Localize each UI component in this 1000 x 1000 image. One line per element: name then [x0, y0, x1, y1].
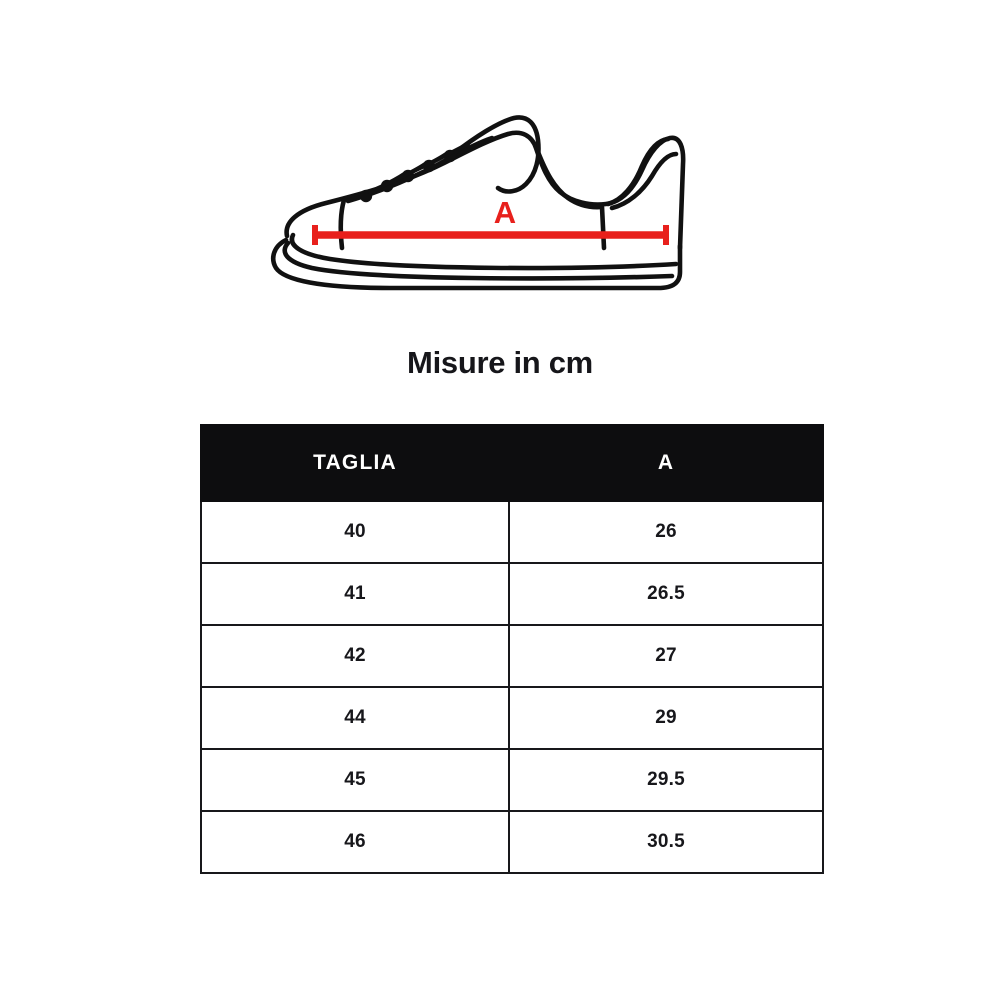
cell-a: 29	[508, 686, 824, 750]
quarter-panel-seam	[535, 149, 607, 251]
lace-strands	[368, 142, 470, 194]
shoe-upper-outline	[284, 130, 686, 251]
table-row: 40 26	[200, 500, 824, 564]
cell-a: 30.5	[508, 810, 824, 874]
cell-taglia: 46	[200, 810, 510, 874]
column-header-taglia: TAGLIA	[200, 424, 510, 502]
measure-label-a: A	[494, 195, 516, 230]
column-header-a: A	[508, 424, 824, 502]
size-chart-table: TAGLIA A 40 26 41 26.5 42 27 44 29 45	[200, 424, 824, 874]
lace-panel-band	[345, 135, 495, 204]
cell-a: 27	[508, 624, 824, 688]
table-row: 45 29.5	[200, 748, 824, 812]
measure-line-a-group	[312, 225, 669, 245]
heel-collar-outline	[605, 136, 671, 207]
cell-a: 29.5	[508, 748, 824, 812]
sole-outline	[271, 237, 683, 291]
midsole-line-1	[282, 240, 675, 281]
table-row: 46 30.5	[200, 810, 824, 874]
heel-counter-seam	[609, 151, 679, 211]
cell-taglia: 45	[200, 748, 510, 812]
cell-a: 26	[508, 500, 824, 564]
table-row: 44 29	[200, 686, 824, 750]
table-header: TAGLIA A	[200, 424, 824, 502]
shoe-outline-group	[271, 232, 683, 291]
page-title: Misure in cm	[407, 345, 593, 380]
table-row: 41 26.5	[200, 562, 824, 626]
table-row: 42 27	[200, 624, 824, 688]
table-body: 40 26 41 26.5 42 27 44 29 45 29.5 46 30.…	[200, 500, 824, 874]
table-header-row: TAGLIA A	[200, 424, 824, 502]
tongue-outline	[453, 115, 541, 194]
sneaker-illustration: A	[260, 100, 740, 310]
cell-taglia: 42	[200, 624, 510, 688]
cell-a: 26.5	[508, 562, 824, 626]
toe-cap-seam	[338, 197, 347, 251]
midsole-line-2	[289, 232, 679, 271]
cell-taglia: 40	[200, 500, 510, 564]
cell-taglia: 41	[200, 562, 510, 626]
cell-taglia: 44	[200, 686, 510, 750]
